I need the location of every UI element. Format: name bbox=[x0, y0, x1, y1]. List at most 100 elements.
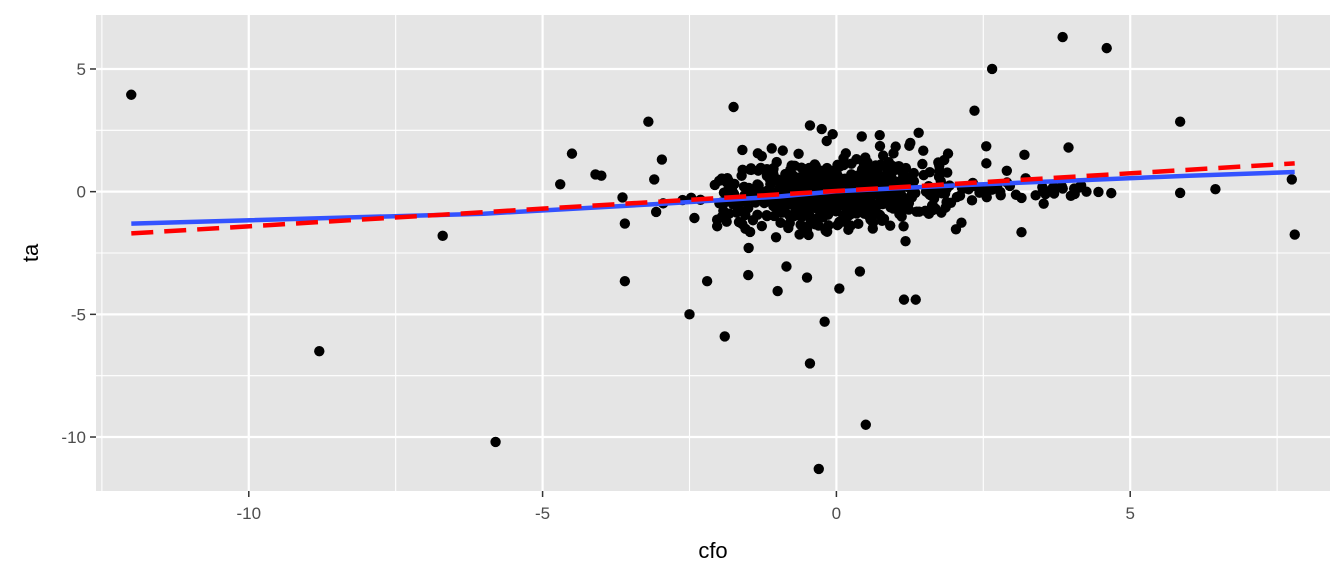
data-point bbox=[643, 116, 654, 127]
data-point bbox=[877, 150, 889, 161]
data-point bbox=[832, 219, 843, 231]
data-point bbox=[770, 232, 782, 243]
data-point bbox=[619, 276, 631, 287]
data-point bbox=[1057, 183, 1068, 194]
data-point bbox=[854, 266, 866, 277]
data-point bbox=[656, 154, 668, 165]
data-point bbox=[859, 162, 871, 173]
data-point bbox=[867, 223, 878, 234]
data-point bbox=[966, 195, 978, 206]
data-point bbox=[1040, 188, 1051, 200]
data-point bbox=[874, 129, 885, 141]
data-point bbox=[1057, 31, 1068, 43]
data-point bbox=[795, 219, 806, 230]
y-tick-label: 5 bbox=[77, 60, 86, 79]
data-point bbox=[744, 226, 756, 238]
data-point bbox=[884, 220, 896, 231]
data-point bbox=[719, 331, 730, 342]
data-point bbox=[853, 218, 864, 230]
data-point bbox=[904, 140, 915, 151]
data-point bbox=[1101, 42, 1112, 54]
data-point bbox=[1001, 165, 1013, 177]
x-tick-label: -5 bbox=[535, 504, 550, 523]
data-point bbox=[884, 167, 896, 179]
data-point bbox=[821, 226, 833, 237]
data-point bbox=[718, 187, 730, 198]
data-point bbox=[803, 229, 814, 241]
data-point bbox=[1289, 229, 1300, 240]
data-point bbox=[689, 212, 700, 224]
data-point bbox=[1047, 183, 1058, 194]
data-point bbox=[1038, 198, 1049, 209]
data-point bbox=[986, 184, 998, 195]
data-point bbox=[874, 140, 886, 152]
data-point bbox=[756, 150, 768, 162]
data-point bbox=[830, 205, 841, 216]
data-point bbox=[1063, 142, 1074, 153]
data-point bbox=[918, 145, 929, 156]
data-point bbox=[800, 164, 812, 175]
data-point bbox=[981, 141, 992, 152]
data-point bbox=[784, 217, 795, 229]
data-point bbox=[942, 167, 953, 178]
data-point bbox=[1210, 184, 1221, 195]
data-point bbox=[855, 206, 866, 217]
data-point bbox=[799, 201, 811, 212]
data-point bbox=[781, 261, 792, 272]
data-point bbox=[908, 167, 920, 179]
x-tick-label: 5 bbox=[1125, 504, 1134, 523]
data-point bbox=[913, 127, 924, 138]
data-point bbox=[786, 160, 797, 171]
data-point bbox=[900, 235, 911, 247]
data-point bbox=[761, 170, 773, 182]
data-point bbox=[939, 188, 951, 199]
data-point bbox=[794, 229, 805, 240]
data-point bbox=[843, 224, 854, 235]
data-point bbox=[777, 145, 788, 156]
x-tick-label: -10 bbox=[236, 504, 261, 523]
data-point bbox=[846, 158, 857, 169]
data-point bbox=[1286, 174, 1298, 185]
data-point bbox=[891, 202, 903, 214]
data-point bbox=[816, 123, 827, 135]
data-point bbox=[1019, 149, 1030, 161]
data-point bbox=[804, 358, 816, 369]
data-point bbox=[981, 158, 992, 169]
data-point bbox=[126, 89, 137, 100]
data-point bbox=[684, 309, 695, 320]
data-point bbox=[876, 215, 888, 226]
data-point bbox=[883, 188, 894, 200]
grid-minor bbox=[96, 15, 1330, 491]
data-point bbox=[849, 171, 860, 182]
data-point bbox=[1174, 187, 1186, 199]
x-tick-label: 0 bbox=[832, 504, 841, 523]
data-point bbox=[860, 152, 871, 163]
data-point bbox=[870, 160, 881, 171]
data-point bbox=[771, 156, 782, 168]
data-point bbox=[778, 201, 790, 212]
data-point bbox=[941, 196, 952, 208]
data-point bbox=[978, 184, 989, 195]
data-point bbox=[860, 419, 871, 430]
data-point bbox=[924, 166, 936, 178]
data-point bbox=[838, 153, 849, 164]
data-point bbox=[969, 105, 980, 116]
data-point bbox=[721, 216, 732, 227]
data-point bbox=[743, 269, 754, 281]
data-point bbox=[898, 294, 910, 305]
data-point bbox=[724, 208, 735, 219]
data-point bbox=[649, 174, 660, 185]
data-point bbox=[801, 272, 813, 283]
data-point bbox=[1016, 192, 1027, 204]
data-point bbox=[1069, 188, 1080, 200]
data-point bbox=[1174, 116, 1186, 127]
data-point bbox=[813, 220, 824, 231]
data-point bbox=[833, 194, 845, 206]
y-tick-label: 0 bbox=[77, 183, 86, 202]
data-point bbox=[619, 218, 631, 229]
y-axis: -10 -5 0 5 bbox=[61, 60, 96, 447]
data-point bbox=[768, 210, 780, 222]
data-point bbox=[772, 285, 783, 297]
data-point bbox=[1016, 226, 1027, 238]
